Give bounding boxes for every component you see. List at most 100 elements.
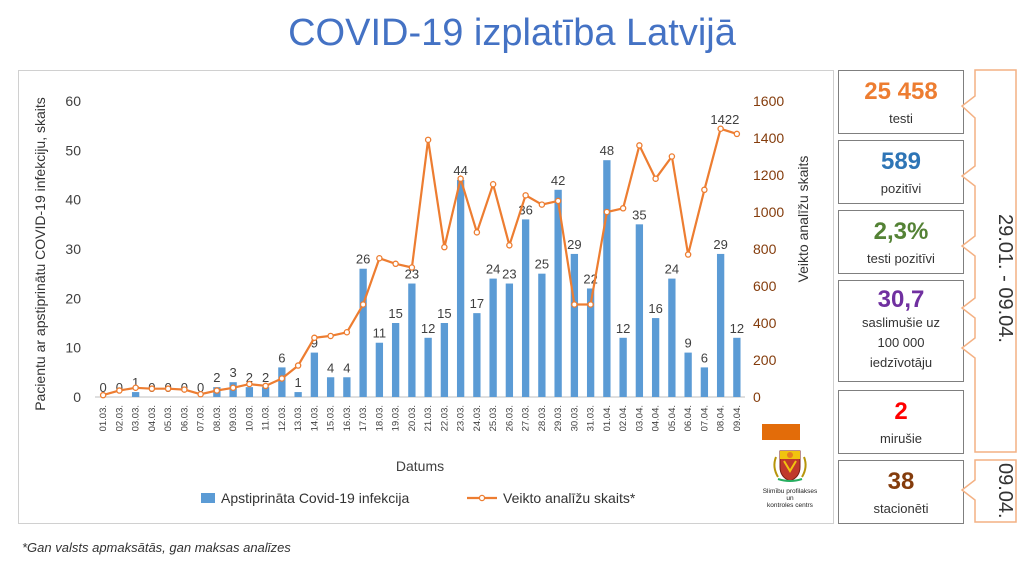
left-tick-label: 0: [73, 389, 81, 405]
bar: [651, 318, 660, 397]
left-tick-label: 60: [65, 93, 81, 109]
latvia-coat-of-arms-icon: [773, 450, 807, 482]
line-point: [717, 125, 724, 133]
x-tick-label: 26.03.: [504, 405, 515, 431]
x-tick-label: 23.03.: [456, 405, 467, 431]
x-tick-label: 09.03.: [228, 405, 239, 431]
right-tick-label: 400: [753, 315, 777, 331]
color-swatch: [762, 424, 800, 440]
bar-data-label: 11: [373, 326, 387, 341]
x-tick-label: 28.03.: [537, 405, 548, 431]
x-tick-label: 06.03.: [179, 405, 190, 431]
line-point: [229, 384, 237, 391]
stat-hospitalized-value: 38: [887, 468, 915, 495]
line-point: [278, 375, 286, 382]
bar-data-label: 23: [502, 267, 516, 282]
right-tick-label: 800: [753, 241, 777, 257]
left-tick-label: 30: [65, 241, 81, 257]
spkc-logo: Slimību profilakses un kontroles centrs: [762, 447, 818, 509]
bar: [554, 189, 562, 397]
x-tick-label: 06.04.: [683, 405, 694, 431]
left-y-axis-title: Pacientu ar apstiprinātu COVID-19 infekc…: [32, 97, 48, 411]
left-tick-label: 20: [65, 290, 81, 306]
x-tick-label: 20.03.: [407, 405, 418, 431]
bar: [733, 337, 741, 397]
line-point: [522, 192, 529, 199]
bar: [391, 323, 400, 397]
line-point: [99, 391, 107, 399]
x-tick-label: 14.03.: [309, 405, 320, 431]
line-point: [164, 385, 172, 392]
x-tick-label: 01.03.: [98, 405, 109, 431]
bar: [359, 268, 367, 397]
bar-data-label: 9: [685, 336, 692, 351]
right-tick-label: 1400: [753, 130, 784, 146]
x-tick-label: 25.03.: [488, 405, 499, 431]
logo-name-line: Slimību profilakses un: [762, 488, 818, 502]
bar-data-label: 12: [616, 321, 630, 336]
x-tick-label: 22.03.: [439, 405, 450, 431]
bar-data-label: 12: [421, 321, 435, 336]
bar: [538, 273, 546, 397]
x-tick-label: 11.03.: [261, 405, 272, 431]
x-tick-label: 30.03.: [569, 405, 580, 431]
bar-data-label: 16: [648, 301, 662, 316]
bar: [440, 323, 449, 397]
line-point: [457, 175, 464, 182]
bar-data-label: 2: [213, 370, 220, 385]
bar-data-label: 26: [356, 252, 370, 267]
x-tick-label: 18.03.: [374, 405, 385, 431]
line-point: [554, 197, 562, 205]
line-point: [327, 332, 334, 340]
line-point: [668, 153, 676, 160]
bar: [603, 160, 611, 397]
left-tick-label: 10: [65, 340, 81, 356]
bar: [700, 367, 709, 397]
line-point: [132, 384, 139, 391]
x-tick-label: 10.03.: [244, 405, 255, 431]
bar-data-label: 42: [551, 173, 565, 188]
bar-data-label: 1: [132, 375, 139, 390]
chart-container: 0 10 20 30 40 50 60 0 200 400 600 800 1000 1200 1400 16…: [18, 70, 834, 524]
line-point: [473, 229, 481, 236]
bar-data-label: 6: [278, 350, 285, 365]
stat-tests: 25 458 testi: [838, 70, 964, 134]
line-point: [116, 387, 123, 394]
bar: [294, 392, 302, 397]
right-tick-label: 1600: [753, 93, 784, 109]
bar-data-label: 29: [713, 237, 727, 252]
line-point: [441, 243, 448, 251]
stat-hospitalized: 38 stacionēti: [838, 460, 964, 524]
bar-data-label: 0: [100, 380, 107, 395]
stat-tests-value: 25 458: [864, 78, 938, 105]
right-tick-label: 600: [753, 278, 777, 294]
bar: [326, 377, 335, 397]
bar-data-label: 24: [486, 262, 500, 277]
x-tick-label: 02.03.: [114, 405, 125, 431]
x-tick-label: 19.03.: [391, 405, 402, 431]
left-tick-label: 50: [65, 142, 81, 158]
line-point: [636, 142, 643, 149]
line-series: [102, 127, 738, 397]
bar-data-label: 4: [327, 360, 334, 375]
bar: [131, 392, 140, 397]
bar: [505, 283, 514, 397]
stat-positive-value: 589: [880, 148, 922, 175]
stat-incidence-value: 30,7: [877, 286, 925, 313]
bar-data-label: 0: [197, 380, 204, 395]
combo-chart: 0102030405060020040060080010001200140016…: [32, 93, 811, 506]
bar-data-label: 4: [343, 360, 350, 375]
line-point: [246, 380, 253, 388]
line-point: [392, 260, 399, 268]
legend-line-marker: [478, 494, 486, 502]
x-tick-label: 31.03.: [586, 405, 597, 431]
stat-deaths-label: mirušie: [880, 431, 922, 446]
left-tick-label: 40: [65, 192, 81, 208]
bar: [668, 278, 676, 397]
period-label: 29.01. - 09.04.: [994, 213, 1016, 343]
page-title: COVID-19 izplatība Latvijā: [288, 12, 736, 54]
right-y-axis-title: Veikto analīžu skaits: [795, 156, 811, 283]
line-point: [489, 181, 497, 188]
line-point: [376, 254, 383, 262]
line-point: [181, 386, 188, 393]
